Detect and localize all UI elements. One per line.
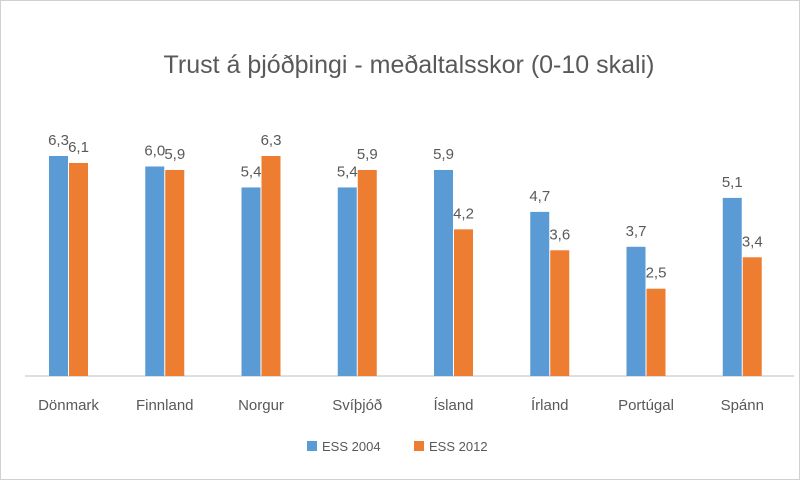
- data-label-ess-2004-3: 5,4: [337, 163, 358, 180]
- bar-ess-2012-1: [165, 169, 185, 376]
- bar-ess-2012-6: [646, 288, 666, 376]
- legend-label-1: ESS 2012: [429, 439, 488, 454]
- bar-ess-2012-7: [742, 257, 762, 376]
- bar-ess-2004-1: [145, 166, 165, 376]
- bar-ess-2004-0: [49, 156, 68, 376]
- data-label-ess-2004-5: 4,7: [529, 188, 550, 205]
- data-label-ess-2004-1: 6,0: [144, 142, 165, 159]
- chart-title: Trust á þjóðþingi - meðaltalsskor (0-10 …: [164, 51, 655, 79]
- bar-ess-2012-0: [69, 162, 88, 376]
- bars-group: [49, 156, 762, 376]
- data-label-ess-2004-0: 6,3: [48, 132, 69, 149]
- category-label-2: Norgur: [238, 397, 284, 414]
- data-label-ess-2012-5: 3,6: [549, 226, 570, 243]
- data-label-ess-2012-6: 2,5: [646, 265, 667, 282]
- data-label-ess-2012-3: 5,9: [357, 146, 378, 163]
- bar-ess-2004-4: [434, 169, 453, 376]
- category-label-3: Svíþjóð: [332, 397, 382, 414]
- data-label-ess-2004-6: 3,7: [626, 223, 647, 240]
- legend-swatch-1: [414, 441, 424, 451]
- bar-ess-2012-2: [261, 156, 281, 376]
- bar-ess-2012-3: [357, 169, 377, 376]
- data-label-ess-2004-4: 5,9: [433, 146, 454, 163]
- data-label-ess-2012-1: 5,9: [164, 146, 185, 163]
- category-labels-group: Dönmark Finnland Norgur Svíþjóð Ísland Írland…: [38, 397, 764, 414]
- bar-ess-2004-2: [241, 187, 261, 376]
- data-label-ess-2004-7: 5,1: [722, 174, 743, 191]
- category-label-0: Dönmark: [38, 397, 99, 414]
- category-label-5: Írland: [531, 397, 569, 414]
- legend-label-0: ESS 2004: [322, 439, 381, 454]
- bar-ess-2012-5: [550, 250, 570, 376]
- data-label-ess-2012-4: 4,2: [453, 205, 474, 222]
- bar-ess-2004-5: [530, 211, 550, 376]
- category-label-1: Finnland: [136, 397, 194, 414]
- data-label-ess-2012-0: 6,1: [68, 139, 89, 156]
- data-label-ess-2004-2: 5,4: [241, 163, 262, 180]
- bar-ess-2004-3: [337, 187, 357, 376]
- legend-swatch-0: [307, 441, 317, 451]
- data-label-ess-2012-7: 3,4: [742, 233, 763, 250]
- data-label-ess-2012-2: 6,3: [261, 132, 282, 149]
- bar-ess-2004-6: [626, 246, 646, 376]
- bar-ess-2004-7: [722, 197, 742, 376]
- category-label-7: Spánn: [721, 397, 764, 414]
- bar-ess-2012-4: [454, 229, 473, 376]
- category-label-6: Portúgal: [618, 397, 674, 414]
- legend: ESS 2004 ESS 2012: [307, 439, 488, 454]
- data-labels-group: 6,3 6,1 6,0 5,95,46,35,45,9 5,94,24,73,6 3,72…: [48, 132, 763, 282]
- category-label-4: Ísland: [433, 397, 473, 414]
